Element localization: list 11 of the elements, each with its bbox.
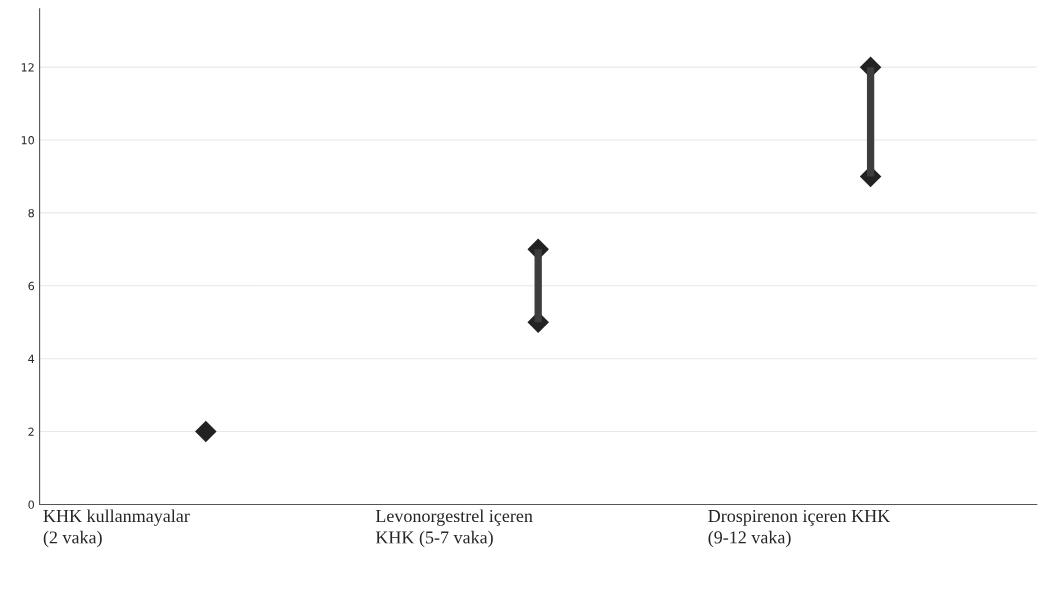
point	[195, 420, 217, 443]
y-tick-label: 6	[28, 281, 35, 291]
x-tick-label: Levonorgestrel içeren KHK (5-7 vaka)	[375, 509, 533, 548]
y-tick-label: 2	[28, 427, 34, 436]
x-tick-label: Drospirenon içeren KHK (9-12 vaka)	[708, 509, 891, 548]
y-tick-label: 10	[21, 136, 34, 145]
y-tick-label: 12	[21, 63, 34, 72]
y-tick-label: 0	[28, 500, 34, 509]
y-tick-label: 4	[28, 354, 35, 363]
y-tick-label: 8	[28, 208, 34, 218]
x-tick-label: KHK kullanmayalar (2 vaka)	[43, 509, 190, 548]
